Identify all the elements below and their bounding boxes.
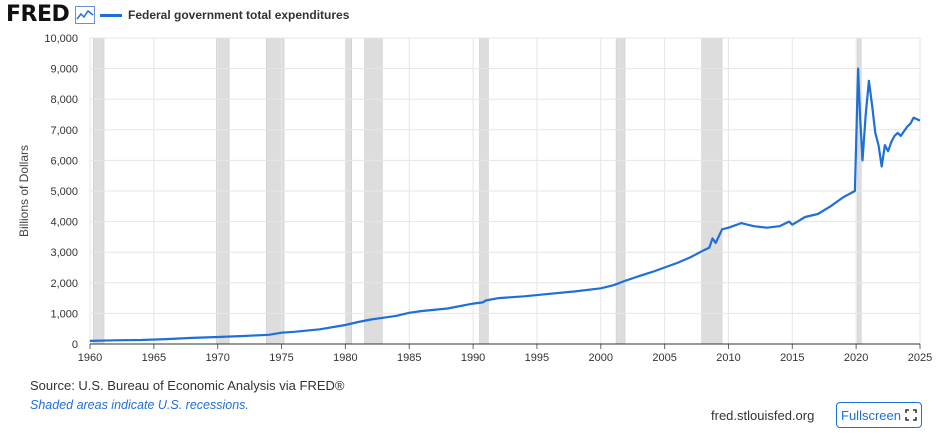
legend-swatch — [100, 13, 122, 17]
legend-label: Federal government total expenditures — [128, 8, 350, 22]
x-tick-label: 1980 — [333, 352, 357, 364]
site-url[interactable]: fred.stlouisfed.org — [711, 408, 815, 423]
x-tick-label: 1995 — [525, 352, 549, 364]
x-tick-label: 1960 — [78, 352, 102, 364]
y-tick-label: 6,000 — [50, 155, 78, 167]
y-tick-label: 10,000 — [44, 33, 78, 45]
recession-note: Shaded areas indicate U.S. recessions. — [30, 398, 249, 412]
fred-logo: FRED — [6, 2, 70, 27]
x-tick-label: 2005 — [652, 352, 676, 364]
fullscreen-icon — [905, 409, 917, 421]
x-tick-label: 1985 — [397, 352, 421, 364]
x-tick-label: 1965 — [142, 352, 166, 364]
x-tick-label: 2025 — [908, 352, 932, 364]
expenditures-line-chart: 0 1,000 2,000 3,000 4,000 5,000 6,000 7,000 8,00… — [17, 33, 932, 364]
y-tick-label: 3,000 — [50, 247, 78, 259]
x-tick-label: 1970 — [205, 352, 229, 364]
y-tick-label: 9,000 — [50, 64, 78, 76]
y-tick-label: 0 — [72, 339, 78, 351]
fullscreen-button[interactable]: Fullscreen — [836, 402, 922, 428]
x-tick-label: 2000 — [589, 352, 613, 364]
y-tick-label: 8,000 — [50, 94, 78, 106]
y-tick-label: 1,000 — [50, 308, 78, 320]
line-chart-icon — [75, 6, 95, 24]
fullscreen-label: Fullscreen — [841, 407, 901, 423]
y-tick-label: 4,000 — [50, 217, 78, 229]
x-tick-label: 2015 — [780, 352, 804, 364]
y-tick-label: 5,000 — [50, 186, 78, 198]
y-tick-label: 2,000 — [50, 278, 78, 290]
series-line — [89, 67, 921, 342]
y-axis-label: Billions of Dollars — [17, 145, 31, 237]
x-tick-label: 2020 — [844, 352, 868, 364]
source-text: Source: U.S. Bureau of Economic Analysis… — [30, 378, 345, 393]
x-tick-label: 1990 — [461, 352, 485, 364]
y-tick-label: 7,000 — [50, 125, 78, 137]
x-tick-label: 2010 — [716, 352, 740, 364]
x-tick-label: 1975 — [269, 352, 293, 364]
chart-legend: Federal government total expenditures — [100, 7, 349, 23]
